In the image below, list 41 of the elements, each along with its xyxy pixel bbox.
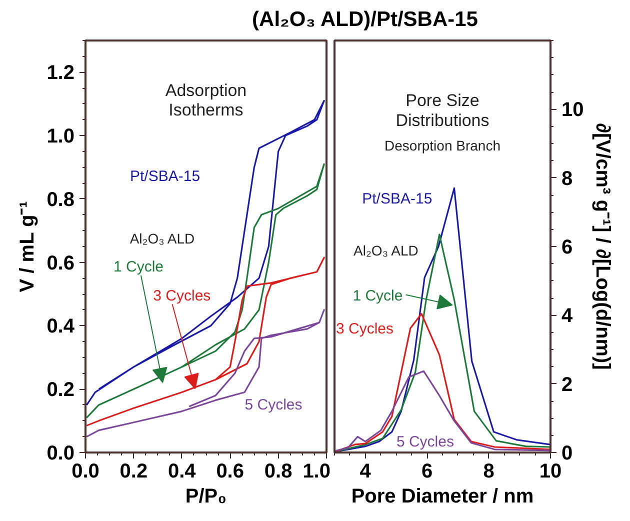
x-tick-label: 6 <box>422 460 433 482</box>
y-tick-label: 1.2 <box>46 62 75 84</box>
chart-title: (Al₂O₃ ALD)/Pt/SBA-15 <box>252 7 478 33</box>
series-label: 5 Cycles <box>244 396 302 414</box>
y-tick-label: 0.4 <box>46 316 76 338</box>
y-tick-label: 6 <box>562 236 573 258</box>
line-series <box>86 309 325 438</box>
y-tick-label: 0.2 <box>46 379 75 402</box>
line-series <box>86 256 325 426</box>
x-tick-label: 4 <box>360 460 372 482</box>
annotation: Adsorption Isotherms <box>165 80 247 120</box>
x-axis-title: P/P₀ <box>185 486 227 508</box>
x-tick-label: 0.6 <box>216 460 244 482</box>
y-tick-label: 8 <box>562 168 573 190</box>
series-label: 5 Cycles <box>396 434 454 451</box>
x-tick-label: 0.2 <box>120 460 148 482</box>
annotation: Pore Size Distributions <box>396 91 490 130</box>
x-tick-label: 0.8 <box>264 460 292 482</box>
text: 1 Cycle <box>114 258 164 276</box>
annotation: Desorption Branch <box>384 138 500 154</box>
y-axis-title: V / mL g⁻¹ <box>16 200 39 292</box>
text: 3 Cycles <box>153 287 211 304</box>
annotation: Al₂O₃ ALD <box>354 242 418 259</box>
legend-label: 1 Cycle <box>352 287 403 304</box>
y-tick-label: 10 <box>562 99 584 122</box>
y-tick-label: 4 <box>562 305 574 328</box>
series-label: 3 Cycles <box>336 320 394 338</box>
y-tick-label: 1.0 <box>46 126 75 148</box>
y-tick-label: 0.8 <box>46 188 75 211</box>
y-tick-label: 2 <box>562 374 573 396</box>
x-tick-label: 0.4 <box>168 460 197 482</box>
x-axis-title: Pore Diameter / nm <box>351 486 534 508</box>
y-axis-title: ∂[V/cm³ g⁻¹] / ∂[Log(d/nm)] <box>592 123 614 370</box>
x-tick-label: 8 <box>483 460 494 482</box>
x-tick-label: 1.0 <box>302 460 331 482</box>
line-series <box>86 163 325 418</box>
text: Pt/SBA-15 <box>130 168 200 185</box>
y-tick-label: 0.6 <box>46 252 75 274</box>
series-label: Pt/SBA-15 <box>362 190 432 208</box>
y-tick-label: 0 <box>562 442 573 464</box>
annotation: Al₂O₃ ALD <box>130 230 195 246</box>
